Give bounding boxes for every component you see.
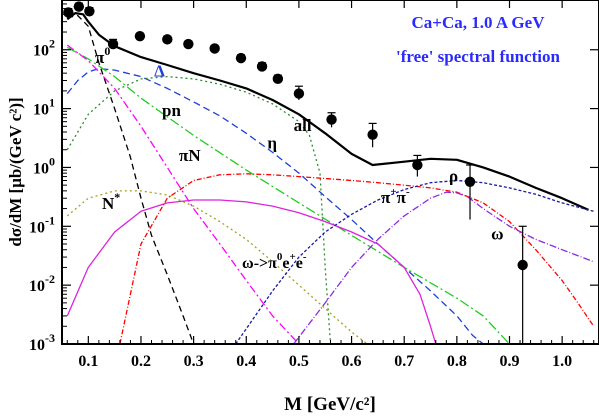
chart-subtitle: 'free' spectral function	[396, 47, 561, 66]
x-tick-label-3: 0.4	[236, 353, 256, 370]
y-tick-label-3: 100	[33, 154, 55, 177]
curve-label-5: ω	[491, 224, 503, 243]
series-layer	[66, 12, 595, 344]
x-tick-label-8: 0.9	[500, 353, 520, 370]
data-point-4	[134, 30, 146, 42]
label-pi-pi: π+π-	[381, 186, 410, 207]
label-n-star: N*	[102, 190, 120, 213]
curve-label-2: pn	[162, 101, 181, 120]
curve-label-3: η	[267, 133, 277, 152]
y-tick-label-5: 102	[33, 37, 55, 60]
x-tick-label-5: 0.6	[342, 353, 362, 370]
data-point-13	[367, 129, 378, 140]
series-line-10-series	[293, 191, 594, 344]
tick-labels-layer: 0.1 0.2 0.3 0.4 0.5 0.6 0.7 0.8 0.9 1.0 10-3 10-2 10…	[29, 37, 572, 370]
series-line-2-series	[66, 67, 484, 344]
data-point-10	[272, 73, 284, 85]
label-pi-n: πN	[179, 146, 201, 165]
y-axis-label: dσ/dM [μb/(GeV c²)]	[6, 97, 25, 246]
data-point-14	[412, 159, 423, 171]
series-line-0-all	[66, 12, 589, 211]
data-point-3	[107, 38, 119, 50]
series-line-4-series	[66, 75, 332, 344]
y-tick-label-2: 10-1	[29, 213, 55, 236]
x-axis-label: M [GeV/c²]	[284, 394, 376, 415]
series-line-8-series	[119, 173, 595, 344]
data-point-8	[235, 52, 247, 64]
data-point-15	[464, 176, 476, 188]
series-line-6-n	[66, 190, 368, 344]
y-tick-label-0: 10-3	[29, 331, 55, 354]
label-omega-dalitz: ω->π0e+e-	[242, 251, 307, 272]
x-tick-label-6: 0.7	[394, 353, 414, 370]
x-tick-label-1: 0.2	[131, 353, 151, 370]
data-point-5	[162, 34, 173, 45]
data-point-6	[183, 38, 194, 50]
data-point-2	[84, 6, 95, 17]
data-point-1	[73, 1, 85, 12]
data-point-16	[517, 259, 528, 271]
series-line-7-e-e	[66, 199, 437, 344]
x-tick-label-9: 1.0	[552, 353, 572, 370]
x-tick-label-7: 0.8	[447, 353, 467, 370]
data-point-12	[326, 114, 337, 125]
series-line-5-n	[66, 44, 300, 344]
series-line-3-pn	[66, 46, 510, 344]
curve-label-4: ρ	[449, 166, 458, 185]
label-pi0: π0	[95, 44, 110, 67]
data-points-layer	[63, 1, 528, 344]
series-line-9-series	[235, 179, 594, 344]
y-tick-label-4: 101	[33, 96, 55, 119]
x-tick-label-2: 0.3	[184, 353, 204, 370]
ticks-layer	[62, 0, 599, 345]
data-point-11	[293, 88, 305, 99]
x-tick-label-0: 0.1	[78, 353, 98, 370]
curve-labels-layer: all Δpn η ρ ω	[154, 62, 503, 244]
curve-label-1: Δ	[154, 62, 165, 81]
chart-title: Ca+Ca, 1.0 A GeV	[412, 13, 546, 32]
data-point-7	[209, 43, 220, 54]
x-tick-label-4: 0.5	[289, 353, 309, 370]
curve-label-0: all	[294, 116, 312, 135]
series-line-1-series	[67, 14, 195, 344]
data-point-9	[256, 61, 268, 72]
y-tick-label-1: 10-2	[29, 272, 55, 295]
data-point-0	[63, 7, 74, 18]
